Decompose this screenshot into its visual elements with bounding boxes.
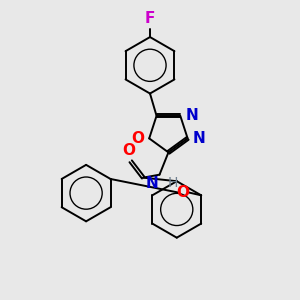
Text: F: F	[145, 11, 155, 26]
Text: N: N	[145, 176, 158, 191]
Text: O: O	[131, 131, 144, 146]
Text: H: H	[168, 176, 178, 190]
Text: O: O	[122, 143, 135, 158]
Text: N: N	[193, 131, 206, 146]
Text: O: O	[176, 185, 189, 200]
Text: N: N	[186, 108, 198, 123]
